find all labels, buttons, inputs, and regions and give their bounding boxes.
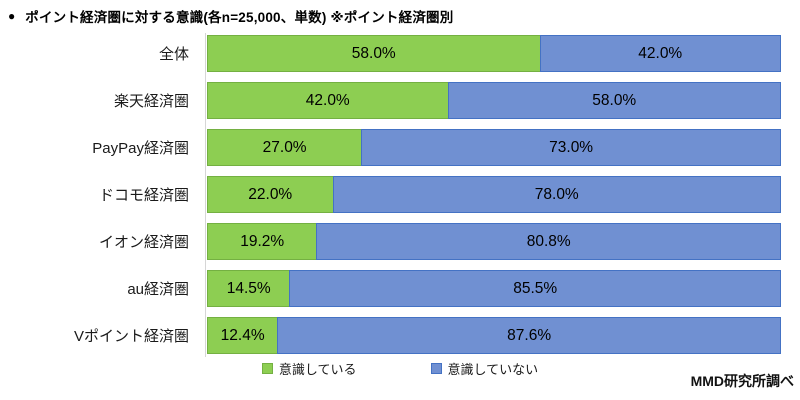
value-label: 19.2%	[240, 232, 285, 250]
bar-segment-aware: 27.0%	[207, 129, 363, 166]
bar-track: 19.2% 80.8%	[207, 223, 782, 260]
legend-item-unaware: 意識していない	[430, 359, 539, 378]
value-label: 58.0%	[592, 91, 637, 109]
bar-segment-unaware: 80.8%	[316, 223, 781, 260]
stacked-bar-chart: 全体 58.0% 42.0% 楽天経済圏 42.0% 58.0% PayPay経済圏 27.0…	[0, 33, 800, 357]
bar-rows: 全体 58.0% 42.0% 楽天経済圏 42.0% 58.0% PayPay経済圏 27.0…	[0, 33, 800, 354]
legend: 意識している 意識していない	[0, 359, 800, 378]
category-label: イオン経済圏	[98, 234, 189, 251]
value-label: 42.0%	[638, 44, 683, 62]
bullet-icon: ●	[8, 9, 16, 23]
value-label: 73.0%	[549, 138, 594, 156]
bar-segment-aware: 14.5%	[207, 270, 291, 307]
value-label: 27.0%	[262, 138, 307, 156]
chart-row: PayPay経済圏 27.0% 73.0%	[0, 129, 800, 166]
chart-row: au経済圏 14.5% 85.5%	[0, 270, 800, 307]
bar-segment-aware: 19.2%	[207, 223, 318, 260]
chart-row: Vポイント経済圏 12.4% 87.6%	[0, 317, 800, 354]
bar-segment-aware: 22.0%	[207, 176, 334, 213]
category-label: Vポイント経済圏	[73, 328, 189, 345]
value-label: 14.5%	[226, 279, 271, 297]
value-label: 80.8%	[526, 232, 571, 250]
bar-track: 27.0% 73.0%	[207, 129, 782, 166]
y-axis-line	[205, 33, 206, 357]
chart-row: ドコモ経済圏 22.0% 78.0%	[0, 176, 800, 213]
bar-track: 58.0% 42.0%	[207, 35, 782, 72]
bar-segment-unaware: 58.0%	[447, 82, 781, 119]
bar-track: 42.0% 58.0%	[207, 82, 782, 119]
bar-segment-unaware: 78.0%	[332, 176, 781, 213]
bar-segment-aware: 58.0%	[207, 35, 541, 72]
value-label: 22.0%	[248, 185, 293, 203]
chart-header: ● ポイント経済圏に対する意識(各n=25,000、単数) ※ポイント経済圏別	[8, 6, 453, 26]
value-label: 85.5%	[513, 279, 558, 297]
chart-title: ポイント経済圏に対する意識(各n=25,000、単数) ※ポイント経済圏別	[25, 10, 454, 25]
value-label: 12.4%	[220, 326, 265, 344]
legend-item-aware: 意識している	[261, 359, 357, 378]
bar-segment-unaware: 73.0%	[361, 129, 781, 166]
bar-segment-unaware: 85.5%	[289, 270, 781, 307]
bar-track: 12.4% 87.6%	[207, 317, 782, 354]
legend-label-aware: 意識している	[278, 362, 357, 377]
bar-segment-aware: 12.4%	[207, 317, 279, 354]
value-label: 42.0%	[305, 91, 350, 109]
bar-segment-aware: 42.0%	[207, 82, 449, 119]
category-label: PayPay経済圏	[92, 140, 189, 157]
category-label: 楽天経済圏	[113, 93, 189, 110]
legend-label-unaware: 意識していない	[447, 362, 539, 377]
legend-swatch-blue-icon	[430, 363, 442, 374]
value-label: 87.6%	[507, 326, 552, 344]
value-label: 78.0%	[534, 185, 579, 203]
category-label: ドコモ経済圏	[98, 187, 189, 204]
bar-track: 22.0% 78.0%	[207, 176, 782, 213]
bar-segment-unaware: 42.0%	[539, 35, 781, 72]
bar-segment-unaware: 87.6%	[277, 317, 781, 354]
category-label: 全体	[158, 46, 189, 63]
chart-row: 楽天経済圏 42.0% 58.0%	[0, 82, 800, 119]
legend-swatch-green-icon	[261, 363, 273, 374]
value-label: 58.0%	[351, 44, 396, 62]
source-credit: MMD研究所調べ	[690, 373, 794, 389]
chart-row: 全体 58.0% 42.0%	[0, 35, 800, 72]
category-label: au経済圏	[127, 281, 189, 298]
bar-track: 14.5% 85.5%	[207, 270, 782, 307]
chart-row: イオン経済圏 19.2% 80.8%	[0, 223, 800, 260]
